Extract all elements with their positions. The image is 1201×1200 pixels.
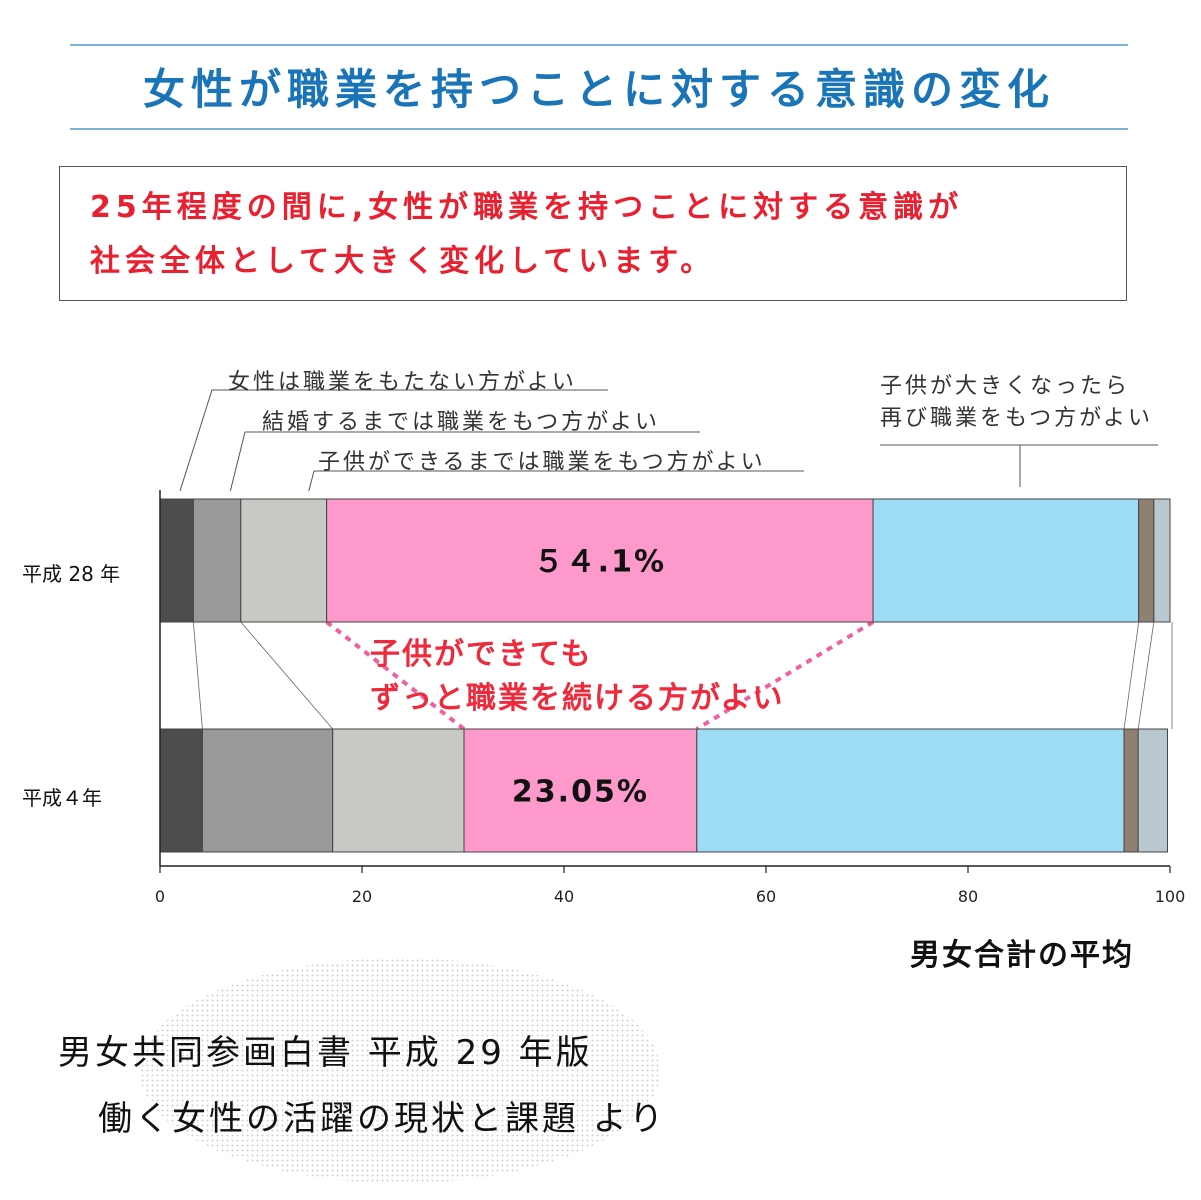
- connector-line-5: [1123, 621, 1140, 730]
- source-line-2: 働く女性の活躍の現状と課題 より: [98, 1099, 667, 1139]
- bar-segment-h28-1: [159, 498, 194, 623]
- bar-segment-h4-2: [201, 728, 334, 853]
- source-citation: 男女共同参画白書 平成 29 年版 働く女性の活躍の現状と課題 より: [58, 1020, 666, 1152]
- bar-segment-h4-1: [159, 728, 203, 853]
- data-label-h4: 23.05%: [512, 775, 649, 810]
- bar-connector-lines: [192, 620, 1173, 731]
- x-tick-label-100: 100: [1155, 887, 1186, 906]
- x-tick-label-80: 80: [958, 887, 978, 906]
- callout-line-1: 子供ができても: [370, 637, 593, 672]
- bar-segment-h28-6: [1138, 498, 1155, 623]
- bar-segments: [159, 498, 1171, 853]
- bar-segment-h4-3: [332, 728, 465, 853]
- continue-work-callout: 子供ができても ずっと職業を続ける方がよい: [370, 633, 785, 721]
- leader-no-job: [179, 389, 608, 492]
- bar-segment-h4-5: [696, 728, 1125, 853]
- leader-until-child: [308, 470, 804, 492]
- source-stipple-background: [140, 958, 660, 1183]
- connector-line-6: [1137, 621, 1155, 730]
- source-line-1: 男女共同参画白書 平成 29 年版: [58, 1033, 593, 1073]
- summary-box: 25年程度の間に,女性が職業を持つことに対する意識が 社会全体として大きく変化し…: [59, 166, 1127, 301]
- title-bottom-rule: [70, 128, 1128, 130]
- label-return-line-2: 再び職業をもつ方がよい: [880, 406, 1154, 431]
- label-until-child: 子供ができるまでは職業をもつ方がよい: [318, 450, 766, 475]
- label-no-job: 女性は職業をもたない方がよい: [228, 370, 577, 395]
- x-tick-label-0: 0: [155, 887, 165, 906]
- pink-connector-left: [325, 620, 466, 731]
- bar-segment-h28-5: [872, 498, 1140, 623]
- label-return-line-1: 子供が大きくなったら: [880, 374, 1131, 399]
- bar-segment-h4-6: [1123, 728, 1139, 853]
- x-tick-label-60: 60: [756, 887, 776, 906]
- x-axis: 0 20 40 60 80 100: [155, 490, 1185, 906]
- bar-segment-h28-2: [192, 498, 242, 623]
- x-tick-label-40: 40: [554, 887, 574, 906]
- connector-line-1: [192, 621, 203, 730]
- category-label-h28: 平成 28 年: [22, 562, 121, 586]
- callout-line-2: ずっと職業を続ける方がよい: [370, 681, 785, 716]
- connector-line-2: [240, 621, 334, 730]
- basis-label: 男女合計の平均: [910, 938, 1134, 973]
- leader-until-marriage: [229, 431, 700, 492]
- data-labels: ５４.1% 23.05%: [512, 545, 666, 810]
- pink-connector-right: [695, 620, 875, 731]
- x-tick-label-20: 20: [352, 887, 372, 906]
- title-top-rule: [70, 44, 1128, 46]
- summary-line-1: 25年程度の間に,女性が職業を持つことに対する意識が: [90, 190, 964, 225]
- data-label-h28: ５４.1%: [534, 545, 666, 580]
- label-leader-lines: [179, 389, 1158, 492]
- category-label-h4: 平成４年: [22, 786, 102, 810]
- summary-line-2: 社会全体として大きく変化しています。: [90, 244, 716, 279]
- bar-segment-h28-3: [240, 498, 328, 623]
- bar-segment-h28-7: [1153, 498, 1171, 623]
- page-title: 女性が職業を持つことに対する意識の変化: [142, 64, 1055, 114]
- bar-segment-h4-4: [463, 728, 698, 853]
- label-until-marriage: 結婚するまでは職業をもつ方がよい: [262, 410, 661, 435]
- bar-segment-h4-7: [1137, 728, 1168, 853]
